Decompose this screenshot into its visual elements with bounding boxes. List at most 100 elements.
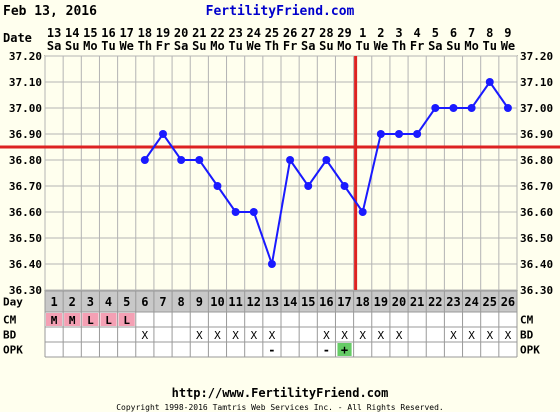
- opk-row-label-right: OPK: [520, 344, 540, 357]
- y-tick-label-right: 36.50: [520, 232, 553, 245]
- day-row-label-left: Day: [3, 296, 23, 309]
- cycle-day-label: 18: [355, 295, 369, 309]
- fertilityfriend-brand-link[interactable]: FertilityFriend.com: [206, 4, 355, 19]
- cm-cell: [82, 313, 99, 326]
- temperature-point[interactable]: [195, 156, 204, 164]
- cycle-day-label: 14: [283, 295, 297, 309]
- date-label: 18: [138, 26, 152, 40]
- cm-value: L: [87, 314, 94, 327]
- cycle-day-label: 3: [87, 295, 94, 309]
- cycle-day-label: 7: [159, 295, 166, 309]
- weekday-label: Su: [446, 39, 460, 53]
- bd-mark: X: [142, 329, 149, 342]
- cycle-day-label: 26: [501, 295, 515, 309]
- temperature-point[interactable]: [177, 156, 186, 164]
- temperature-point[interactable]: [376, 130, 385, 138]
- cm-cell: [64, 313, 81, 326]
- temperature-point[interactable]: [159, 130, 167, 138]
- temperature-point[interactable]: [431, 104, 440, 112]
- weekday-label: We: [247, 39, 261, 53]
- weekday-label: We: [501, 39, 515, 53]
- weekday-label: Tu: [483, 39, 497, 53]
- temperature-point[interactable]: [213, 182, 222, 190]
- temperature-point[interactable]: [267, 260, 276, 268]
- cycle-day-label: 5: [123, 295, 130, 309]
- cycle-day-label: 17: [337, 295, 351, 309]
- y-tick-label-left: 36.80: [9, 154, 42, 167]
- bd-mark: X: [359, 329, 366, 342]
- weekday-label: Th: [265, 39, 279, 53]
- y-tick-label-left: 37.20: [9, 50, 42, 63]
- cycle-day-label: 11: [228, 295, 242, 309]
- weekday-label: Mo: [210, 39, 224, 53]
- temperature-point[interactable]: [140, 156, 149, 164]
- opk-mark: +: [341, 343, 348, 357]
- y-tick-label-left: 36.40: [9, 258, 42, 271]
- weekday-label: Sa: [428, 39, 442, 53]
- y-tick-label-right: 36.90: [520, 128, 553, 141]
- y-tick-label-right: 37.00: [520, 102, 553, 115]
- weekday-label: Fr: [410, 39, 424, 53]
- weekday-label: Su: [192, 39, 206, 53]
- cycle-day-label: 6: [141, 295, 148, 309]
- cycle-day-label: 2: [69, 295, 76, 309]
- weekday-label: Th: [392, 39, 406, 53]
- weekday-label: Tu: [101, 39, 115, 53]
- temperature-point[interactable]: [485, 78, 494, 86]
- y-tick-label-left: 36.60: [9, 206, 42, 219]
- date-label: 2: [377, 26, 384, 40]
- weekday-label: Su: [319, 39, 333, 53]
- date-label: 24: [247, 26, 261, 40]
- date-label: 23: [228, 26, 242, 40]
- y-tick-label-right: 36.60: [520, 206, 553, 219]
- date-label: 25: [265, 26, 279, 40]
- cycle-day-label: 4: [105, 295, 112, 309]
- temperature-point[interactable]: [413, 130, 422, 138]
- date-label: 29: [337, 26, 351, 40]
- temperature-point[interactable]: [503, 104, 512, 112]
- date-label: 9: [504, 26, 511, 40]
- y-tick-label-right: 36.40: [520, 258, 553, 271]
- cycle-day-label: 15: [301, 295, 315, 309]
- cycle-day-label: 13: [265, 295, 279, 309]
- date-label: 8: [486, 26, 493, 40]
- date-label: 21: [192, 26, 206, 40]
- date-label: 3: [395, 26, 402, 40]
- temperature-point[interactable]: [249, 208, 258, 216]
- date-label: 27: [301, 26, 315, 40]
- cm-cell: [46, 313, 63, 326]
- date-label: 26: [283, 26, 297, 40]
- temperature-point[interactable]: [395, 130, 403, 138]
- footer-url[interactable]: http://www.FertilityFriend.com: [172, 386, 389, 400]
- date-row-label: Date: [3, 31, 32, 45]
- bd-mark: X: [196, 329, 203, 342]
- temperature-point[interactable]: [286, 156, 295, 164]
- cycle-day-label: 20: [392, 295, 406, 309]
- temperature-point[interactable]: [449, 104, 458, 112]
- cycle-day-label: 16: [319, 295, 333, 309]
- temperature-point[interactable]: [322, 156, 331, 164]
- opk-positive-cell: [337, 343, 352, 356]
- temperature-point[interactable]: [340, 182, 349, 190]
- bd-mark: X: [323, 329, 330, 342]
- cm-row-label-left: CM: [3, 314, 17, 327]
- temperature-point[interactable]: [467, 104, 476, 112]
- footer-copyright: Copyright 1998-2016 Tamtris Web Services…: [116, 403, 444, 412]
- date-label: 7: [468, 26, 475, 40]
- cm-row-label-right: CM: [520, 314, 534, 327]
- bd-mark: X: [269, 329, 276, 342]
- bd-mark: X: [450, 329, 457, 342]
- date-label: 6: [450, 26, 457, 40]
- weekday-label: Tu: [355, 39, 369, 53]
- opk-mark: -: [268, 343, 275, 357]
- cm-value: M: [69, 314, 76, 327]
- cycle-day-label: 8: [178, 295, 185, 309]
- temperature-point[interactable]: [358, 208, 367, 216]
- y-tick-label-right: 36.80: [520, 154, 553, 167]
- temperature-point[interactable]: [304, 182, 313, 190]
- cm-cell: [118, 313, 135, 326]
- temperature-point[interactable]: [231, 208, 240, 216]
- cycle-day-label: 23: [446, 295, 460, 309]
- opk-mark: -: [323, 343, 330, 357]
- opk-row-label-left: OPK: [3, 344, 23, 357]
